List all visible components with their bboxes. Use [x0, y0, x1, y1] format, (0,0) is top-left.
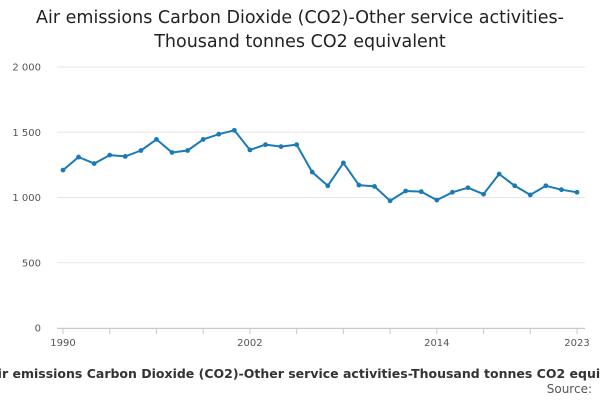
data-point	[107, 152, 113, 158]
data-point	[91, 161, 97, 166]
data-point	[527, 192, 533, 198]
y-tick-label: 0	[35, 324, 41, 335]
data-point	[434, 197, 440, 203]
source-label: Source:	[546, 382, 592, 396]
data-point	[543, 183, 549, 189]
y-tick-label: 500	[22, 258, 41, 269]
data-point	[200, 137, 206, 142]
data-point	[387, 198, 393, 204]
data-point	[356, 182, 362, 188]
data-point	[403, 188, 409, 194]
data-point	[263, 142, 268, 148]
data-point	[512, 183, 518, 189]
data-point	[309, 169, 315, 175]
data-point	[138, 148, 144, 153]
data-point	[169, 150, 175, 155]
y-tick-label: 1 000	[12, 193, 41, 204]
chart-caption: Air emissions Carbon Dioxide (CO2)-Other…	[0, 366, 600, 381]
data-point	[154, 137, 159, 142]
data-point	[76, 154, 81, 160]
data-point	[122, 153, 128, 159]
y-tick-label: 2 000	[12, 63, 41, 74]
x-tick-label: 2002	[237, 338, 262, 349]
data-point	[372, 184, 377, 189]
series-line	[62, 129, 578, 202]
x-tick-label: 2014	[424, 338, 449, 349]
data-point	[294, 142, 300, 148]
data-point	[216, 131, 222, 137]
x-tick-label: 1990	[50, 338, 75, 349]
data-point	[465, 185, 471, 191]
chart-title-line-2: Thousand tonnes CO2 equivalent	[154, 32, 446, 52]
x-tick-label: 2023	[564, 338, 589, 349]
data-point	[247, 147, 253, 153]
data-point	[418, 189, 424, 195]
data-point	[325, 183, 331, 189]
data-point	[481, 191, 486, 197]
data-point	[574, 189, 580, 195]
data-point	[559, 187, 564, 193]
data-point	[496, 171, 502, 177]
chart-title: Air emissions Carbon Dioxide (CO2)-Other…	[0, 6, 600, 54]
data-point	[278, 144, 284, 150]
chart-title-line-1: Air emissions Carbon Dioxide (CO2)-Other…	[36, 8, 564, 28]
data-point	[449, 189, 455, 195]
data-point	[231, 127, 237, 133]
y-tick-label: 1 500	[12, 128, 41, 139]
data-point	[60, 167, 66, 173]
data-point	[340, 160, 346, 166]
data-point	[185, 148, 191, 153]
